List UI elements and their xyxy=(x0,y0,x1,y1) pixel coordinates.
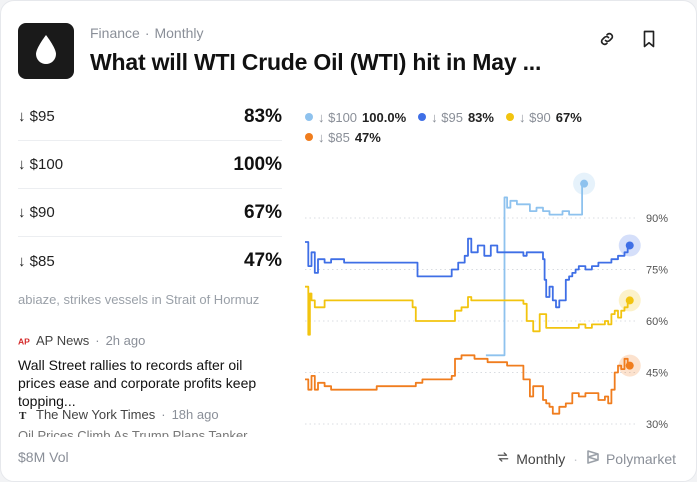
frequency-label: Monthly xyxy=(154,25,204,41)
nyt-icon: T xyxy=(18,409,30,421)
legend-label: ↓ $90 xyxy=(518,109,551,125)
y-tick-label: 90% xyxy=(646,213,668,225)
outcome-probability: 83% xyxy=(243,105,282,127)
legend-value: 83% xyxy=(467,109,494,125)
droplet-icon xyxy=(34,34,58,69)
header-actions xyxy=(597,29,659,49)
brand-name: Polymarket xyxy=(605,450,676,467)
ap-news-icon: AP xyxy=(18,335,30,347)
y-tick-label: 30% xyxy=(646,419,668,431)
brand[interactable]: Polymarket xyxy=(586,449,676,468)
market-title[interactable]: What will WTI Crude Oil (WTI) hit in May… xyxy=(90,49,542,75)
outcome-label: ↓ $85 xyxy=(18,252,55,270)
outcome-probability: 47% xyxy=(243,250,282,271)
y-tick-label: 45% xyxy=(646,368,668,380)
outcome-row[interactable]: ↓ $85 47% xyxy=(18,237,282,285)
svg-text:T: T xyxy=(19,410,27,421)
market-meta: Finance · Monthly xyxy=(90,25,204,41)
series-line xyxy=(305,354,629,415)
legend-label: ↓ $85 xyxy=(318,129,350,145)
outcome-label: ↓ $95 xyxy=(18,108,55,125)
volume-label: $8M Vol xyxy=(18,449,69,465)
legend-swatch xyxy=(505,113,514,121)
category-label[interactable]: Finance xyxy=(90,25,140,41)
legend-label: ↓ $95 xyxy=(431,109,463,125)
series-endpoint xyxy=(625,361,634,370)
link-icon[interactable] xyxy=(597,29,617,49)
legend-value: 100.0% xyxy=(362,109,407,125)
series-endpoint xyxy=(625,241,634,250)
outcome-list: ↓ $95 83% ↓ $100 100% ↓ $90 67% ↓ $85 47… xyxy=(18,93,282,285)
legend-value: 67% xyxy=(555,109,582,125)
legend-swatch xyxy=(305,113,313,121)
legend-swatch xyxy=(305,133,313,141)
outcome-label: ↓ $90 xyxy=(18,204,55,221)
frequency-toggle[interactable]: Monthly xyxy=(496,450,565,467)
outcome-probability: 100% xyxy=(233,153,282,175)
legend-item: ↓ $90 67% xyxy=(505,109,582,125)
polymarket-icon xyxy=(586,449,600,468)
legend-value: 47% xyxy=(354,129,381,145)
repeat-icon xyxy=(496,450,510,467)
svg-text:AP: AP xyxy=(18,336,30,346)
legend-swatch xyxy=(418,113,427,121)
legend-label: ↓ $100 xyxy=(318,109,358,125)
bookmark-icon[interactable] xyxy=(639,29,659,49)
news-cut-headline: Oil Prices Climb As Trump Plans Tanker E… xyxy=(18,429,248,437)
news-time: 18h ago xyxy=(171,407,219,422)
outcome-row[interactable]: ↓ $100 100% xyxy=(18,141,282,189)
frequency-toggle-label: Monthly xyxy=(516,450,566,467)
news-ticker-fade: abiaze, strikes vessels in Strait of Hor… xyxy=(18,295,260,307)
series-line xyxy=(485,183,583,357)
news-item[interactable]: T The New York Times · 18h ago xyxy=(18,407,219,422)
series-endpoint xyxy=(580,179,589,188)
series-line xyxy=(305,285,629,336)
news-time: 2h ago xyxy=(105,333,146,348)
outcome-probability: 67% xyxy=(243,201,282,223)
y-tick-label: 60% xyxy=(646,316,668,328)
legend-item: ↓ $100 100.0% xyxy=(305,110,406,125)
news-source: AP News xyxy=(36,333,90,348)
legend-item: ↓ $85 47% xyxy=(305,130,381,145)
news-source: The New York Times xyxy=(36,407,156,422)
outcome-label: ↓ $100 xyxy=(18,156,64,173)
chart-legend: ↓ $100 100.0% ↓ $95 83% ↓ $90 67% ↓ $85 … xyxy=(305,107,695,147)
series-line xyxy=(305,237,629,309)
news-headline[interactable]: Wall Street rallies to records after oil… xyxy=(18,357,257,409)
market-logo xyxy=(18,23,74,79)
outcome-row[interactable]: ↓ $90 67% xyxy=(18,189,282,237)
legend-item: ↓ $95 83% xyxy=(418,110,494,125)
card-header: Finance · Monthly What will WTI Crude Oil … xyxy=(18,21,679,81)
y-tick-label: 75% xyxy=(646,265,668,277)
news-item[interactable]: AP AP News · 2h ago Wall Street rallies … xyxy=(18,333,282,410)
card-footer: $8M Vol Monthly · Polymarket xyxy=(18,449,676,468)
outcome-row[interactable]: ↓ $95 83% xyxy=(18,93,282,141)
series-endpoint xyxy=(625,296,634,305)
price-chart[interactable]: 90% 75% 60% 45% 30% xyxy=(301,161,681,439)
